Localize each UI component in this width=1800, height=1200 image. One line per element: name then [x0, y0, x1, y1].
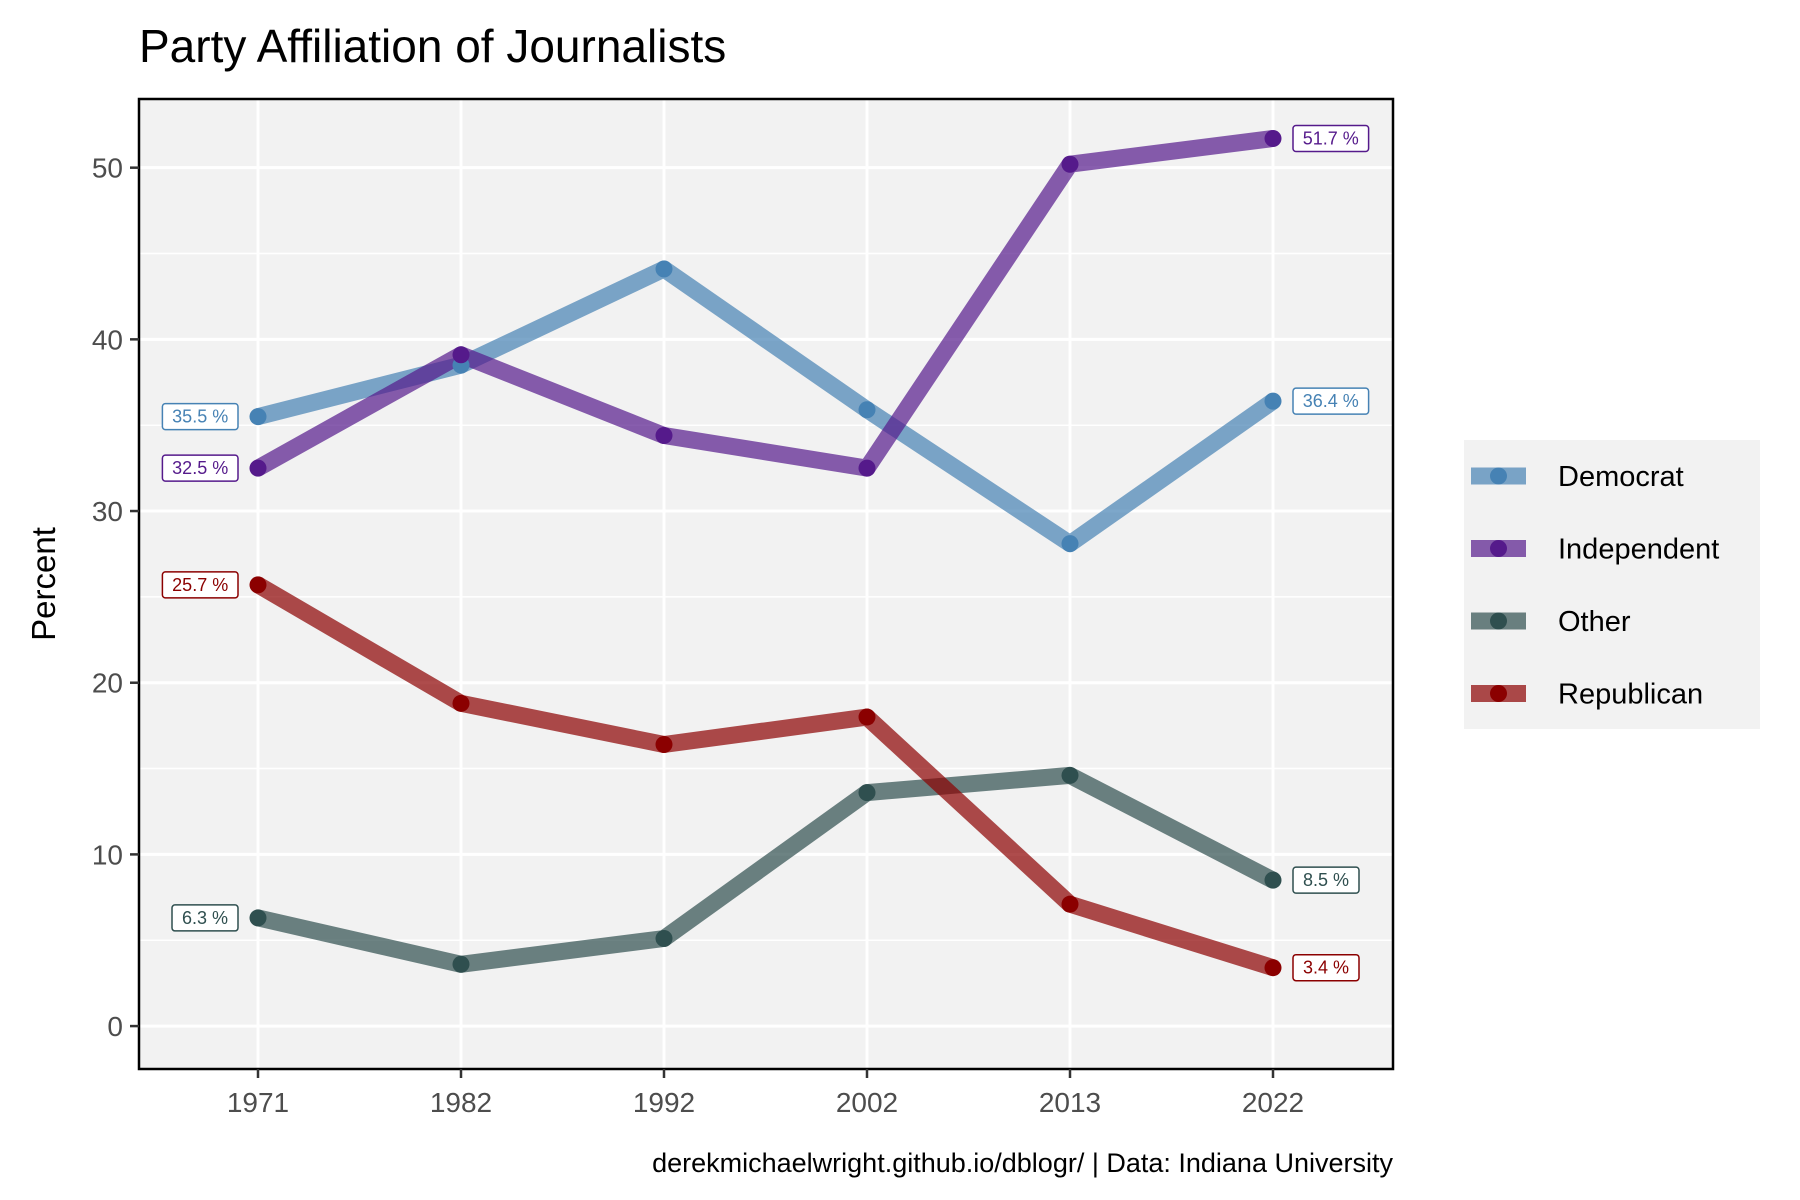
data-label-text: 6.3 % — [182, 908, 228, 928]
data-label-box — [161, 454, 239, 482]
data-point-other — [249, 909, 267, 927]
x-axis: 1971 1982 1992 2002 2013 2022 — [227, 1069, 1304, 1118]
data-labels: 35.5 % 36.4 % 32.5 % 51.7 % 6.3 % 8.5 % 25.7 %… — [161, 124, 1370, 982]
legend-label: Other — [1558, 606, 1631, 638]
data-point-republican — [858, 708, 876, 726]
y-tick-label: 0 — [107, 1011, 123, 1042]
data-label-republican: 25.7 % — [161, 571, 239, 599]
data-label-box — [1292, 124, 1370, 153]
data-label-independent: 32.5 % — [161, 454, 239, 482]
data-point-republican — [249, 576, 267, 594]
legend-label: Independent — [1558, 534, 1719, 566]
series-lines — [253, 130, 1278, 976]
data-label-text: 8.5 % — [1303, 870, 1349, 890]
series-line-republican — [253, 577, 1276, 976]
legend-label: Republican — [1558, 679, 1703, 711]
x-tick-label: 2022 — [1242, 1087, 1304, 1118]
y-tick-label: 10 — [92, 839, 123, 870]
data-point-republican — [1264, 959, 1282, 977]
data-label-text: 35.5 % — [172, 407, 228, 427]
plot-border — [137, 97, 1395, 1071]
x-tick-label: 1982 — [430, 1087, 492, 1118]
data-point-democrat — [1264, 392, 1282, 410]
legend-key-point — [1490, 685, 1507, 702]
data-label-text: 3.4 % — [1303, 958, 1349, 978]
x-tick-label: 2013 — [1039, 1087, 1101, 1118]
data-label-independent: 51.7 % — [1292, 124, 1370, 153]
data-label-text: 51.7 % — [1303, 128, 1359, 148]
data-label-text: 36.4 % — [1303, 391, 1359, 411]
data-point-independent — [655, 426, 673, 444]
data-point-other — [1264, 871, 1282, 889]
data-point-other — [655, 930, 673, 948]
data-label-text: 25.7 % — [172, 575, 228, 595]
legend-item-democrat: Democrat — [1471, 461, 1684, 493]
legend-key-point — [1490, 540, 1507, 557]
y-axis-title: Percent — [25, 527, 62, 641]
data-label-box — [1292, 953, 1360, 982]
legend-key-point — [1490, 612, 1507, 630]
data-label-other: 8.5 % — [1292, 866, 1360, 894]
data-point-democrat — [655, 260, 673, 278]
legend-label: Democrat — [1558, 461, 1684, 493]
data-label-box — [161, 402, 239, 431]
legend-item-other: Other — [1471, 606, 1631, 638]
legend-item-independent: Independent — [1471, 534, 1719, 566]
y-tick-label: 50 — [92, 153, 123, 184]
data-point-independent — [1264, 129, 1282, 147]
data-point-independent — [249, 459, 267, 477]
data-point-democrat — [858, 401, 876, 419]
x-tick-label: 1971 — [227, 1087, 289, 1118]
data-label-box — [1292, 866, 1360, 894]
data-point-republican — [452, 694, 470, 712]
y-tick-label: 40 — [92, 324, 123, 355]
legend-item-republican: Republican — [1471, 679, 1703, 711]
data-point-independent — [452, 346, 470, 364]
data-label-other: 6.3 % — [171, 904, 239, 932]
data-label-box — [1292, 387, 1370, 415]
data-label-democrat: 36.4 % — [1292, 387, 1370, 415]
legend-box — [1464, 440, 1760, 729]
legend: Democrat Independent Other Republican — [1471, 461, 1719, 711]
series-points — [249, 129, 1282, 977]
data-point-other — [452, 955, 470, 973]
data-label-text: 32.5 % — [172, 458, 228, 478]
chart-caption: derekmichaelwright.github.io/dblogr/ | D… — [652, 1148, 1393, 1178]
data-point-other — [1061, 766, 1079, 784]
x-tick-label: 1992 — [633, 1087, 695, 1118]
data-point-republican — [1061, 895, 1079, 913]
series-line-other — [256, 766, 1277, 973]
data-point-independent — [1061, 155, 1079, 173]
data-point-democrat — [249, 408, 267, 426]
data-label-box — [161, 571, 239, 599]
gridlines — [139, 99, 1393, 1069]
y-axis: 0 10 20 30 40 50 — [92, 153, 139, 1042]
plot-panel — [139, 99, 1393, 1069]
x-tick-label: 2002 — [836, 1087, 898, 1118]
legend-key-point — [1490, 467, 1507, 485]
data-point-democrat — [1061, 535, 1079, 553]
y-tick-label: 20 — [92, 668, 123, 699]
data-label-democrat: 35.5 % — [161, 402, 239, 431]
data-label-box — [171, 904, 239, 932]
chart-title: Party Affiliation of Journalists — [139, 20, 726, 72]
data-point-independent — [858, 459, 876, 477]
series-line-independent — [253, 130, 1275, 477]
y-tick-label: 30 — [92, 496, 123, 527]
data-point-republican — [655, 736, 673, 754]
data-point-other — [858, 784, 876, 802]
data-label-republican: 3.4 % — [1292, 953, 1360, 982]
